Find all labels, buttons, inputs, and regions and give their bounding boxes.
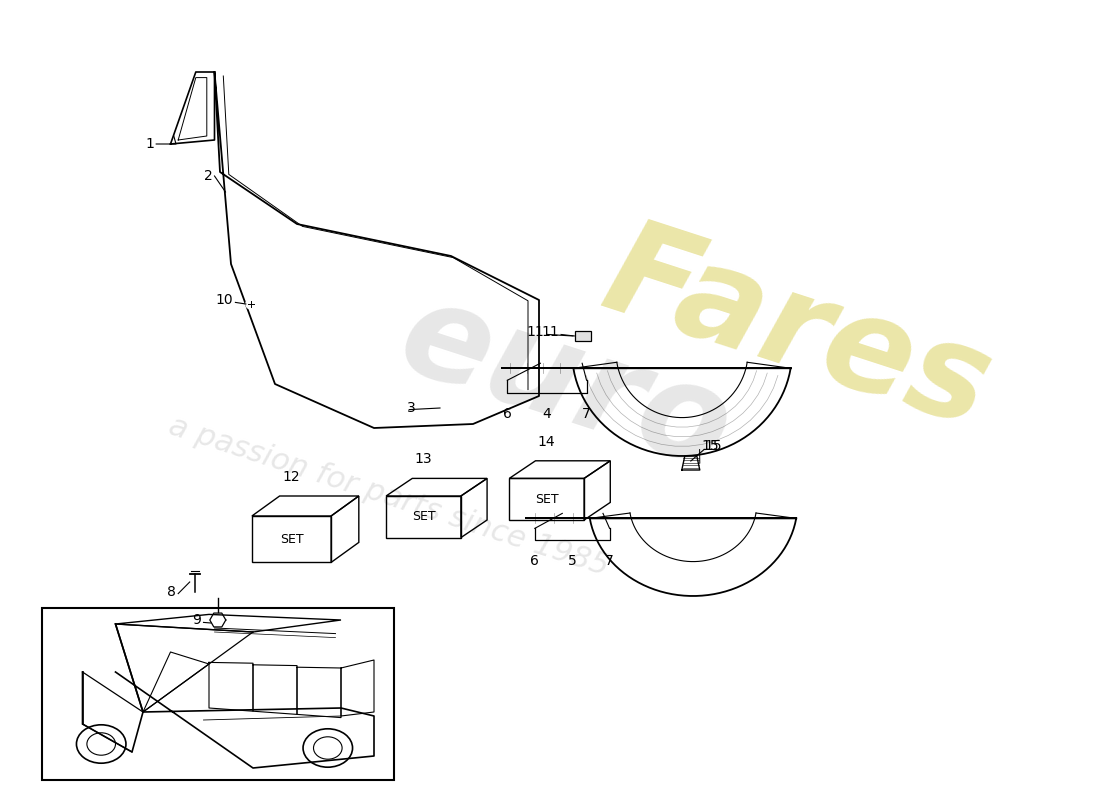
Bar [575,331,591,341]
Text: euro: euro [385,271,747,497]
Text: 7: 7 [605,554,614,568]
Text: Fares: Fares [588,210,1005,454]
Text: 15: 15 [704,438,722,453]
Text: 12: 12 [283,470,300,484]
Text: 8: 8 [167,585,176,599]
Text: 1: 1 [145,137,154,151]
Text: 3: 3 [407,401,416,415]
Text: 14: 14 [538,434,556,449]
Text: SET: SET [411,510,436,523]
Text: 4: 4 [542,407,551,422]
Text: 11: 11 [527,325,544,339]
Text: 13: 13 [415,452,432,466]
Text: 11: 11 [541,325,559,339]
Text: 6: 6 [503,407,512,422]
Text: 2: 2 [204,169,212,183]
Text: 9: 9 [192,613,201,627]
Text: a passion for parts since 1985: a passion for parts since 1985 [165,411,613,581]
Bar [42,608,394,780]
Text: SET: SET [279,533,304,546]
Circle shape [245,299,256,309]
Text: 7: 7 [582,407,591,422]
Text: 5: 5 [568,554,576,568]
Text: 6: 6 [530,554,539,568]
Text: 10: 10 [216,293,233,307]
Text: 15: 15 [702,439,719,454]
Text: SET: SET [535,493,559,506]
